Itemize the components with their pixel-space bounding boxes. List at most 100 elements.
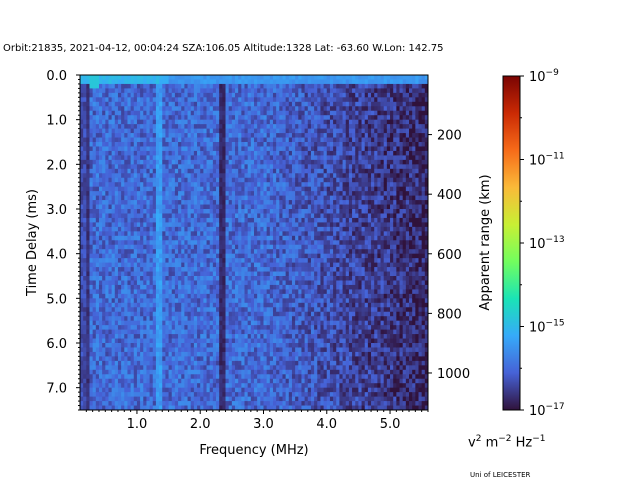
heatmap-cell: [155, 235, 160, 241]
heatmap-cell: [152, 146, 157, 152]
heatmap-cell: [174, 365, 179, 371]
heatmap-cell: [263, 213, 268, 219]
heatmap-cell: [127, 383, 132, 389]
heatmap-cell: [92, 200, 97, 205]
heatmap-cell: [190, 401, 195, 406]
heatmap-cell: [92, 387, 97, 393]
heatmap-cell: [222, 204, 226, 210]
heatmap-cell: [238, 133, 242, 138]
heatmap-cell: [121, 83, 125, 89]
heatmap-cell: [111, 119, 116, 125]
heatmap-cell: [231, 302, 236, 308]
heatmap-cell: [276, 226, 280, 232]
heatmap-cell: [250, 150, 255, 156]
heatmap-cell: [168, 262, 173, 268]
heatmap-cell: [193, 195, 198, 201]
heatmap-cell: [238, 124, 242, 129]
heatmap-cell: [219, 231, 223, 237]
heatmap-cell: [254, 298, 258, 304]
heatmap-cell: [203, 226, 207, 232]
heatmap-cell: [124, 159, 128, 165]
heatmap-cell: [203, 271, 207, 277]
heatmap-cell: [121, 173, 125, 179]
heatmap-cell: [231, 276, 236, 281]
heatmap-cell: [149, 110, 154, 116]
heatmap-cell: [146, 387, 150, 393]
heatmap-cell: [187, 378, 192, 384]
heatmap-cell: [222, 271, 226, 277]
heatmap-cell: [200, 101, 204, 107]
heatmap-cell: [95, 159, 100, 165]
heatmap-cell: [83, 119, 87, 125]
heatmap-cell: [197, 396, 201, 402]
heatmap-cell: [121, 213, 125, 219]
heatmap-cell: [178, 249, 182, 255]
heatmap-cell: [212, 334, 217, 339]
heatmap-cell: [168, 271, 173, 277]
heatmap-cell: [159, 253, 163, 259]
heatmap-cell: [209, 177, 214, 183]
heatmap-cell: [197, 195, 201, 201]
heatmap-cell: [263, 186, 268, 192]
heatmap-cell: [222, 316, 226, 322]
heatmap-cell: [102, 392, 106, 397]
heatmap-cell: [83, 137, 87, 143]
heatmap-cell: [162, 137, 166, 143]
heatmap-cell: [171, 159, 176, 165]
heatmap-cell: [95, 240, 100, 246]
heatmap-cell: [114, 186, 119, 192]
heatmap-cell: [241, 383, 245, 389]
heatmap-cell: [193, 75, 198, 80]
heatmap-cell: [266, 325, 271, 330]
heatmap-cell: [105, 374, 109, 380]
heatmap-cell: [130, 276, 135, 281]
heatmap-cell: [92, 351, 97, 357]
heatmap-cell: [149, 200, 154, 205]
heatmap-cell: [162, 168, 166, 174]
heatmap-cell: [250, 79, 255, 85]
heatmap-cell: [83, 405, 87, 411]
heatmap-cell: [130, 253, 135, 259]
heatmap-cell: [86, 195, 90, 201]
heatmap-cell: [238, 75, 242, 80]
heatmap-cell: [288, 79, 293, 85]
heatmap-cell: [203, 182, 207, 188]
heatmap-cell: [121, 289, 125, 295]
heatmap-cell: [216, 217, 220, 223]
heatmap-cell: [209, 133, 214, 138]
heatmap-cell: [288, 213, 293, 219]
heatmap-cell: [162, 213, 166, 219]
heatmap-cell: [130, 365, 135, 371]
heatmap-cell: [114, 307, 119, 313]
heatmap-cell: [105, 293, 109, 299]
heatmap-cell: [136, 311, 141, 317]
heatmap-cell: [111, 302, 116, 308]
heatmap-cell: [178, 217, 182, 223]
heatmap-cell: [209, 182, 214, 188]
heatmap-cell: [168, 351, 173, 357]
heatmap-cell: [225, 347, 230, 353]
heatmap-cell: [190, 88, 195, 94]
heatmap-cell: [124, 351, 128, 357]
heatmap-cell: [187, 222, 192, 228]
heatmap-cell: [124, 329, 128, 335]
heatmap-cell: [225, 128, 230, 134]
heatmap-cell: [238, 267, 242, 272]
heatmap-cell: [152, 302, 157, 308]
heatmap-cell: [212, 186, 217, 192]
heatmap-cell: [238, 320, 242, 326]
heatmap-cell: [162, 240, 166, 246]
heatmap-cell: [197, 311, 201, 317]
heatmap-cell: [269, 351, 274, 357]
heatmap-cell: [136, 284, 141, 290]
heatmap-cell: [149, 351, 154, 357]
heatmap-cell: [165, 164, 169, 170]
heatmap-cell: [244, 128, 249, 134]
heatmap-cell: [276, 119, 280, 125]
heatmap-cell: [181, 182, 185, 188]
heatmap-cell: [117, 204, 122, 210]
heatmap-cell: [121, 106, 125, 112]
heatmap-cell: [121, 392, 125, 397]
heatmap-cell: [159, 374, 163, 380]
heatmap-cell: [203, 213, 207, 219]
